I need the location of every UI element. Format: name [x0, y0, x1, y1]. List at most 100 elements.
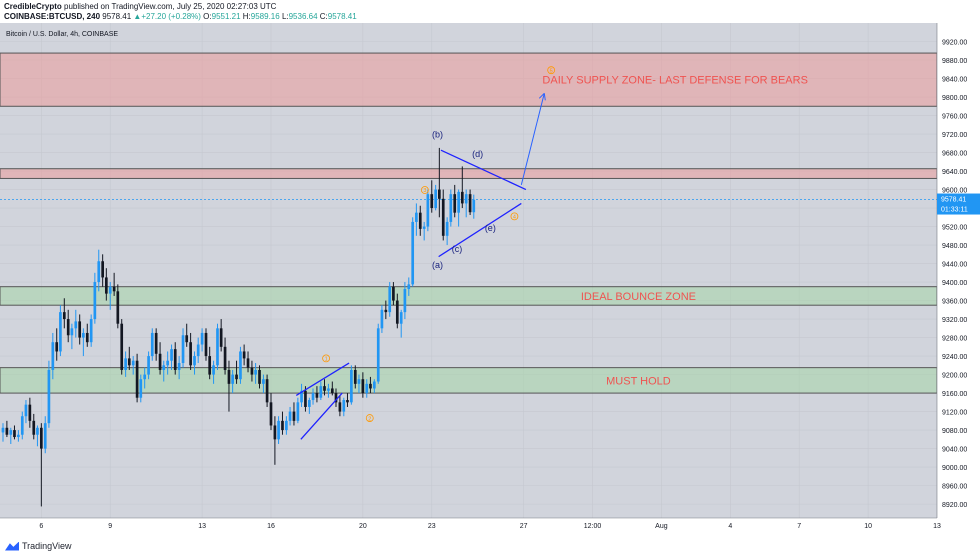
candle-body	[59, 312, 62, 352]
zone-label: IDEAL BOUNCE ZONE	[581, 291, 696, 303]
candle-body	[342, 400, 346, 412]
x-tick-label: 10	[864, 523, 872, 530]
y-tick-label: 8960.00	[942, 484, 967, 491]
candle-body	[365, 383, 369, 394]
candle-body	[346, 400, 349, 403]
candle-body	[464, 194, 468, 204]
price-zone	[0, 52, 938, 107]
candle-body	[150, 332, 154, 357]
y-tick-label: 8920.00	[942, 502, 967, 509]
wave-label: (c)	[452, 244, 463, 254]
candle-body	[108, 286, 112, 294]
publish-info: published on TradingView.com, July 25, 2…	[64, 2, 277, 11]
candle-body	[338, 402, 342, 412]
candle-body	[66, 319, 70, 336]
candle-body	[193, 356, 196, 366]
x-tick-label: 20	[359, 523, 367, 530]
y-tick-label: 9040.00	[942, 447, 967, 454]
candle-body	[265, 379, 269, 403]
y-tick-label: 9000.00	[942, 465, 967, 472]
x-tick-label: 12:00	[584, 523, 602, 530]
candle-body	[353, 369, 357, 384]
y-tick-label: 9800.00	[942, 95, 967, 102]
wave-label: (a)	[432, 260, 443, 270]
candle-body	[357, 379, 361, 384]
candle-body	[262, 379, 265, 384]
open-label: O:	[203, 12, 212, 21]
candle-body	[350, 369, 353, 403]
candle-body	[62, 312, 66, 320]
y-tick-label: 9880.00	[942, 58, 967, 65]
y-tick-label: 9120.00	[942, 410, 967, 417]
y-tick-label: 9600.00	[942, 188, 967, 195]
brand-name: TradingView	[22, 541, 72, 551]
y-tick-label: 9520.00	[942, 225, 967, 232]
x-tick-label: 13	[198, 523, 206, 530]
candle-body	[185, 335, 189, 343]
candle-body	[269, 402, 273, 426]
candle-body	[457, 191, 460, 213]
up-arrow-icon: ▲	[133, 12, 142, 21]
candle-body	[468, 194, 472, 213]
candle-body	[250, 367, 254, 375]
candle-body	[281, 420, 284, 431]
y-tick-label: 9680.00	[942, 151, 967, 158]
candle-body	[388, 286, 392, 313]
y-tick-label: 9320.00	[942, 317, 967, 324]
tradingview-logo-icon	[5, 541, 19, 551]
candle-body	[147, 356, 150, 375]
y-tick-label: 9640.00	[942, 169, 967, 176]
candle-body	[227, 369, 231, 384]
candle-body	[246, 358, 250, 368]
candle-body	[82, 332, 85, 338]
candle-body	[135, 360, 139, 398]
x-tick-label: 16	[267, 523, 275, 530]
candle-body	[319, 386, 323, 398]
candle-body	[189, 342, 192, 366]
candle-body	[418, 212, 422, 229]
candle-body	[411, 221, 415, 285]
candle-body	[239, 351, 242, 380]
candle-body	[437, 189, 441, 199]
candle-body	[1, 427, 5, 433]
x-tick-label: 23	[428, 523, 436, 530]
candle-body	[47, 369, 51, 424]
price-chart[interactable]: DAILY SUPPLY ZONE- LAST DEFENSE FOR BEAR…	[0, 23, 980, 538]
price-zone	[0, 168, 938, 179]
candle-body	[242, 351, 246, 359]
wave-circle	[420, 186, 429, 194]
candle-body	[181, 335, 185, 364]
candle-body	[441, 198, 445, 236]
countdown-label: 01:33:11	[941, 207, 968, 214]
candle-body	[124, 358, 127, 370]
candle-body	[170, 349, 173, 361]
projection-arrow	[520, 93, 545, 186]
candle-body	[445, 221, 449, 236]
wave-label: 2	[368, 416, 371, 422]
candle-body	[407, 284, 411, 290]
author-name[interactable]: CredibleCrypto	[4, 2, 62, 11]
candle-body	[28, 404, 32, 421]
candle-body	[219, 328, 223, 347]
candle-body	[5, 427, 9, 435]
trendline	[295, 362, 350, 396]
projection-arrowhead	[538, 92, 546, 101]
candle-body	[116, 291, 120, 324]
y-tick-label: 9440.00	[942, 262, 967, 269]
candle-body	[453, 194, 457, 213]
candle-body	[139, 379, 143, 398]
candle-body	[158, 353, 162, 370]
zone-label: MUST HOLD	[606, 375, 671, 387]
candle-body	[277, 420, 280, 440]
x-tick-label: 13	[933, 523, 941, 530]
candle-body	[212, 365, 215, 375]
candle-body	[74, 321, 78, 329]
candle-body	[32, 420, 36, 435]
candle-body	[449, 194, 453, 222]
candle-body	[376, 328, 380, 382]
candle-body	[254, 369, 257, 375]
candle-body	[296, 402, 300, 421]
ohlc-row: COINBASE:BTCUSD, 240 9578.41 ▲+27.20 (+0…	[4, 12, 357, 22]
wave-circle	[547, 66, 556, 75]
trendline	[300, 392, 343, 440]
